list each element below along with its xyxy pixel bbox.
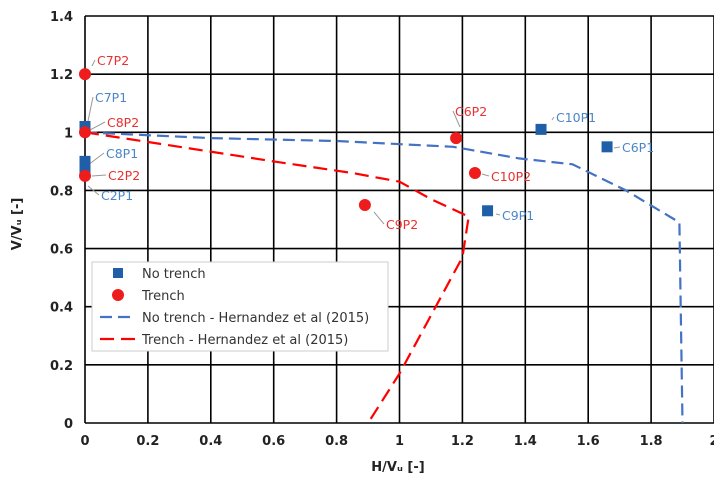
point-label: C8P1	[106, 146, 138, 161]
y-tick-label: 0	[64, 417, 73, 432]
label-leader	[613, 146, 621, 149]
y-tick-label: 0.4	[50, 301, 73, 316]
point-label: C2P1	[101, 188, 133, 203]
y-tick-label: 0.6	[50, 243, 73, 258]
legend-swatch-no-trench	[113, 268, 123, 278]
label-leader	[87, 96, 94, 122]
y-tick-label: 1.2	[50, 68, 73, 83]
legend: No trench Trench No trench - Hernandez et …	[91, 261, 389, 352]
y-tick-label: 0.8	[50, 184, 73, 199]
x-tick-label: 1.2	[451, 434, 474, 449]
x-tick-label: 0.6	[262, 434, 285, 449]
label-leader	[481, 173, 490, 177]
x-tick-label: 1.6	[577, 434, 600, 449]
trench-marker	[79, 68, 91, 81]
point-label: C10P2	[491, 169, 531, 184]
y-tick-label: 1.4	[50, 10, 73, 25]
label-leader	[87, 152, 105, 166]
legend-box	[91, 261, 389, 352]
point-label: C8P2	[107, 115, 139, 130]
label-leader	[373, 211, 385, 225]
x-tick-label: 0.8	[325, 434, 348, 449]
x-tick-label: 1	[395, 434, 404, 449]
label-leader	[452, 110, 461, 128]
trench-marker	[358, 198, 371, 211]
points-layer: C7P1 C8P1 C2P1 C10P1 C6P1 C9P1 C7P2 C8P2 C2P2 C6P…	[79, 53, 654, 232]
x-axis-title: H/Vᵤ [-]	[371, 460, 424, 475]
legend-label: Trench	[141, 289, 185, 304]
label-leader	[551, 116, 555, 121]
legend-label: No trench - Hernandez et al (2015)	[142, 311, 369, 326]
legend-label: Trench - Hernandez et al (2015)	[141, 333, 348, 348]
x-tick-label: 0	[80, 434, 89, 449]
y-tick-label: 0.2	[50, 359, 73, 374]
point-label: C7P1	[95, 90, 127, 105]
no-trench-marker	[535, 123, 547, 135]
no-trench-curve	[84, 131, 684, 424]
point-label: C9P2	[386, 217, 418, 232]
grid	[84, 15, 714, 424]
curve-layer	[84, 131, 684, 424]
y-tick-label: 1	[64, 126, 73, 141]
trench-marker	[450, 132, 463, 145]
no-trench-marker	[601, 141, 613, 153]
point-label: C7P2	[97, 53, 129, 68]
point-label: C10P1	[556, 110, 596, 125]
trench-marker	[79, 169, 91, 182]
point-label: C6P2	[455, 104, 487, 119]
y-axis-title: V/Vᵤ [-]	[10, 198, 25, 251]
label-leader	[87, 185, 100, 196]
label-leader	[495, 213, 501, 216]
x-tick-label: 1.8	[640, 434, 663, 449]
label-leader	[91, 174, 107, 177]
label-leader	[89, 121, 106, 131]
no-trench-marker	[482, 205, 494, 217]
label-leader	[91, 59, 96, 67]
point-label: C2P2	[108, 168, 140, 183]
legend-swatch-trench	[112, 289, 124, 301]
trench-marker	[79, 126, 91, 139]
x-tick-label: 0.2	[136, 434, 159, 449]
trench-curve	[84, 131, 470, 424]
trench-marker	[468, 166, 481, 179]
tick-labels: 0 0.2 0.4 0.6 0.8 1 1.2 1.4 1.6 1.8 2 0 0.2 0.4 0.6 0.8…	[50, 10, 714, 449]
x-tick-label: 2	[709, 434, 714, 449]
legend-label: No trench	[142, 267, 206, 282]
point-label: C6P1	[622, 140, 654, 155]
no-trench-marker	[79, 155, 91, 167]
x-tick-label: 0.4	[199, 434, 222, 449]
x-tick-label: 1.4	[514, 434, 537, 449]
point-label: C9P1	[502, 208, 534, 223]
